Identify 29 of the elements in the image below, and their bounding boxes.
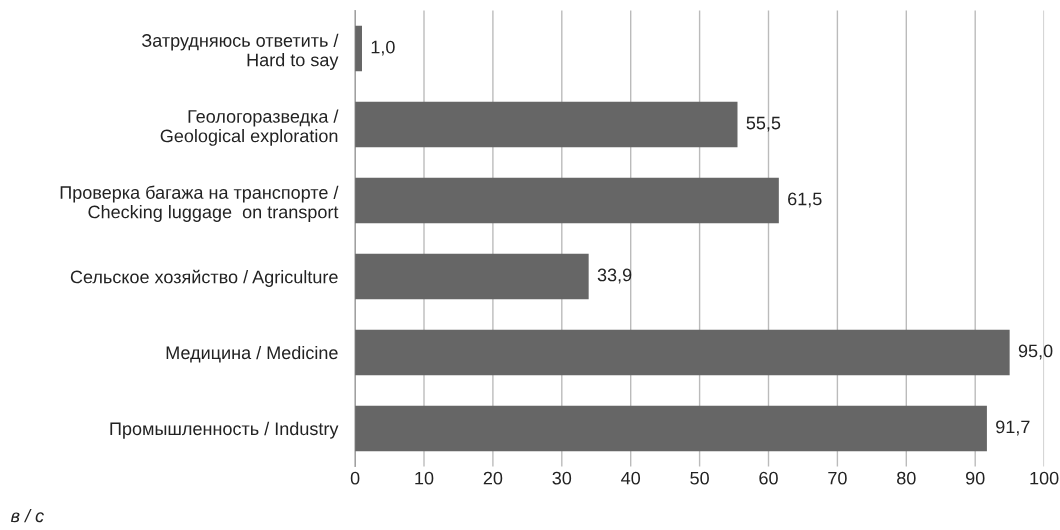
x-tick-label: 60 [759,471,778,485]
bar [355,405,987,452]
data-label: 61,5 [788,192,822,208]
data-label: 33,9 [597,268,632,284]
x-tick-label: 0 [350,471,360,485]
bar [355,177,779,224]
bar [355,101,738,148]
y-tick-label: Медицина / Medicine [166,345,338,363]
data-label: 55,5 [746,116,781,132]
bar [355,253,589,300]
y-tick-label: Геологоразведка / Geological exploration [160,109,339,146]
x-tick-label: 10 [415,471,434,485]
x-tick-label: 40 [621,471,641,485]
data-label: 1,0 [371,40,395,56]
y-tick-label: Промышленность / Industry [110,421,339,439]
y-tick-label: Сельское хозяйство / Agriculture [70,269,338,287]
y-tick-label: Затрудняюсь ответить / Hard to say [141,33,339,70]
x-tick-label: 90 [966,471,985,485]
x-tick-label: 20 [483,471,503,485]
y-tick-label: Проверка багажа на транспорте / Checking luggage on transport [60,185,339,222]
x-tick-label: 70 [828,471,847,485]
text: в / с [10,508,44,523]
data-label: 95,0 [1018,344,1053,360]
bar [355,329,1010,376]
x-tick-label: 80 [897,471,916,485]
data-label: 91,7 [996,420,1030,436]
x-tick-label: 30 [552,471,572,485]
x-tick-label: 100 [1030,471,1059,485]
x-tick-label: 50 [690,471,709,485]
